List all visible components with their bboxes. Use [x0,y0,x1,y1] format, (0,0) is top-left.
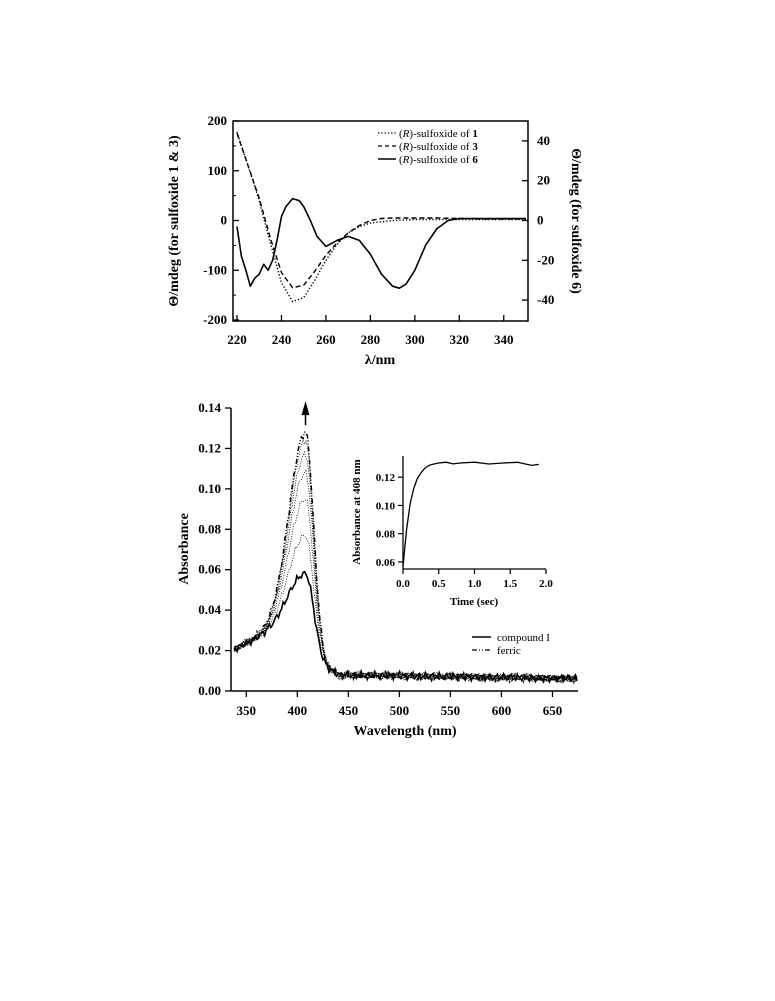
cd-legend-label-2: (R)-sulfoxide of 3 [399,141,478,153]
abs-y-tick-label: 0.00 [198,683,221,698]
inset-x-tick-label: 1.5 [503,578,517,590]
cd-legend-label-3: (R)-sulfoxide of 6 [399,154,478,166]
abs-y-axis-ticks: 0.00 0.02 0.04 0.06 0.08 0.10 0.12 0.14 [198,400,231,698]
cd-x-tick-label: 340 [494,332,514,347]
abs-spectrum-line-3 [233,499,578,684]
abs-y-tick-label: 0.10 [198,481,221,496]
abs-y-tick-label: 0.08 [198,521,221,536]
cd-left-tick-label: -200 [203,312,227,327]
cd-plot-frame [232,120,529,322]
cd-x-tick-label: 240 [272,332,292,347]
abs-spectrum-line-6 [233,439,578,684]
abs-y-tick-label: 0.04 [198,602,221,617]
cd-series-group [236,131,526,303]
cd-x-axis-title: λ/nm [365,353,396,368]
cd-x-tick-label: 320 [450,332,470,347]
abs-legend-label-1: compound I [497,632,550,644]
absorbance-spectrum-chart: 0.00 0.02 0.04 0.06 0.08 0.10 0.12 0.14 350 400 4… [177,400,578,739]
cd-left-tick-label: 0 [221,213,228,228]
abs-y-tick-label: 0.12 [198,440,221,455]
inset-x-tick-label: 0.5 [432,578,446,590]
abs-y-tick-label: 0.02 [198,643,221,658]
inset-y-tick-label: 0.12 [376,472,396,484]
cd-x-axis-ticks: 220 240 260 280 300 320 340 [227,315,514,347]
inset-y-tick-label: 0.06 [376,557,396,569]
cd-left-axis-ticks: 200 100 0 -100 -200 [203,113,239,327]
cd-x-tick-label: 300 [405,332,425,347]
inset-series-line [402,461,539,567]
inset-y-axis-title: Absorbance at 408 nm [351,459,363,564]
inset-chart: 0.06 0.08 0.10 0.12 0.0 0.5 1.0 1.5 2.0 Time (s… [351,456,553,608]
abs-spectrum-line-5 [234,450,578,684]
cd-left-tick-label: 100 [208,163,228,178]
abs-legend-label-2: ferric [497,645,521,657]
abs-x-tick-label: 550 [441,703,461,718]
cd-x-tick-label: 220 [227,332,247,347]
cd-legend: (R)-sulfoxide of 1 (R)-sulfoxide of 3 (R… [378,128,478,166]
inset-x-axis-title: Time (sec) [450,596,499,608]
abs-y-tick-label: 0.06 [198,562,221,577]
abs-series-group [233,431,578,685]
abs-spectrum-line-7 [233,431,578,685]
inset-x-tick-label: 0.0 [396,578,410,590]
cd-right-tick-label: -20 [537,252,554,267]
cd-right-tick-label: 0 [537,213,544,228]
inset-y-axis-ticks: 0.06 0.08 0.10 0.12 [376,472,403,569]
cd-series-line-3 [236,197,526,289]
abs-spectrum-line-2 [233,534,578,684]
abs-x-tick-label: 350 [237,703,257,718]
cd-x-tick-label: 280 [361,332,381,347]
abs-x-tick-label: 500 [390,703,410,718]
cd-x-tick-label: 260 [316,332,336,347]
abs-x-tick-label: 450 [339,703,359,718]
abs-legend: compound I ferric [472,632,550,657]
abs-x-axis-title: Wavelength (nm) [353,724,456,739]
cd-right-tick-label: 20 [537,173,550,188]
abs-x-tick-label: 600 [492,703,512,718]
abs-x-tick-label: 650 [543,703,563,718]
cd-legend-label-1: (R)-sulfoxide of 1 [399,128,478,140]
cd-right-tick-label: 40 [537,133,550,148]
inset-x-tick-label: 2.0 [539,578,553,590]
cd-right-tick-label: -40 [537,292,554,307]
cd-series-line-1 [236,131,526,303]
inset-y-tick-label: 0.10 [376,500,396,512]
abs-spectrum-line-4 [233,468,578,684]
abs-arrow-head [301,401,310,416]
cd-right-axis-ticks: 40 20 0 -20 -40 [522,133,554,307]
abs-y-tick-label: 0.14 [198,400,221,415]
cd-series-line-2 [236,133,526,289]
cd-left-tick-label: 200 [208,113,228,128]
abs-x-axis-ticks: 350 400 450 500 550 600 650 [237,691,563,718]
cd-left-tick-label: -100 [203,262,227,277]
abs-y-axis-title: Absorbance [177,513,192,585]
cd-left-axis-title: Θ/mdeg (for sulfoxide 1 & 3) [167,135,182,307]
inset-x-axis-ticks: 0.0 0.5 1.0 1.5 2.0 [396,569,553,590]
inset-y-tick-label: 0.08 [376,529,396,541]
abs-x-tick-label: 400 [288,703,308,718]
inset-x-tick-label: 1.0 [468,578,482,590]
cd-right-axis-title: Θ/mdeg (for sulfoxide 6) [568,148,583,294]
